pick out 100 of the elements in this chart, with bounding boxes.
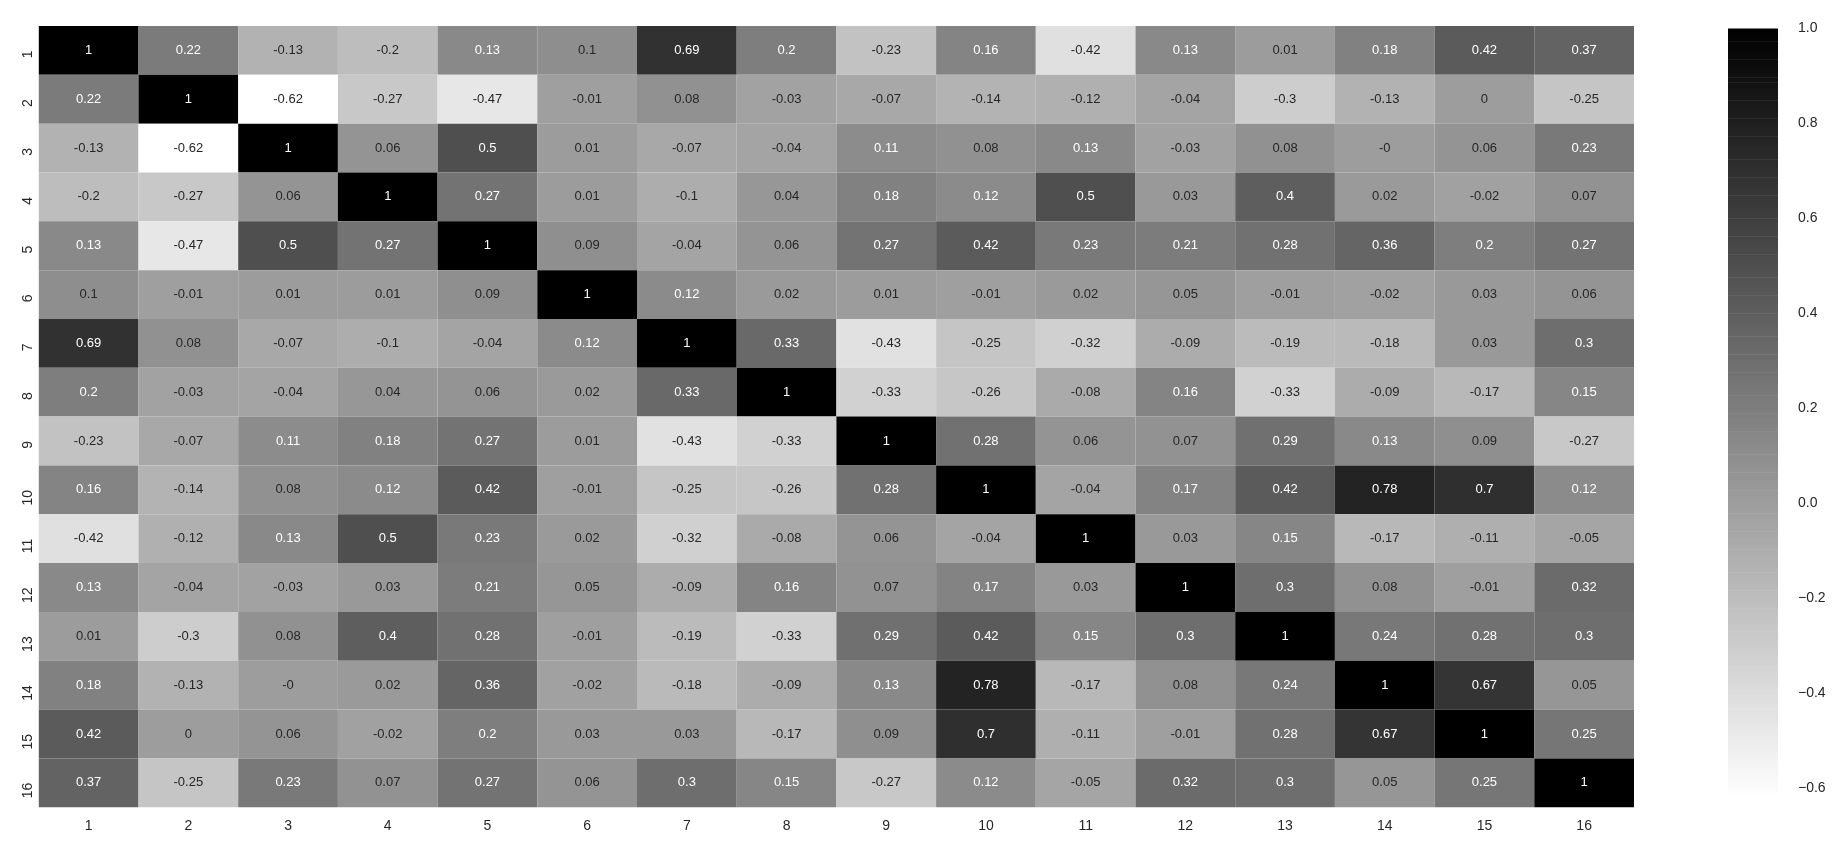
data-label: -0.07 <box>173 432 204 448</box>
data-label: 0.27 <box>1571 237 1597 253</box>
data-label: -0.08 <box>771 530 802 546</box>
data-label: 0.16 <box>75 481 102 497</box>
data-label: -0.33 <box>1270 383 1300 399</box>
data-label: -0.09 <box>771 676 802 692</box>
data-label: 1 <box>782 383 791 399</box>
data-label: -0.01 <box>572 627 602 643</box>
data-label: 0 <box>184 725 192 741</box>
data-label: 0.13 <box>75 579 102 595</box>
data-label: 0.07 <box>375 774 401 790</box>
data-label: 0.23 <box>275 774 301 790</box>
data-label: 0.07 <box>1571 188 1597 204</box>
data-label: 0.36 <box>1372 237 1398 253</box>
data-label: 0 <box>1480 90 1489 106</box>
color-bar-label: −0.6 <box>1798 779 1826 796</box>
data-label: 0.15 <box>773 774 800 790</box>
y-tick-label: 14 <box>18 684 35 701</box>
data-label: 0.28 <box>973 432 999 448</box>
data-label: -0.17 <box>1469 383 1500 399</box>
data-label: -0.13 <box>1369 90 1400 106</box>
data-label: 0.7 <box>976 725 995 741</box>
data-label: -0.02 <box>1469 188 1500 204</box>
data-label: -0.33 <box>771 627 802 643</box>
data-label: 0.36 <box>474 676 501 692</box>
data-label: 0.28 <box>1272 725 1298 741</box>
data-label: -0.17 <box>1369 530 1400 546</box>
data-label: -0.18 <box>672 676 702 692</box>
data-label: 0.3 <box>1276 579 1295 595</box>
data-label: -0.17 <box>771 725 802 741</box>
color-bar-label: −0.4 <box>1798 684 1826 701</box>
data-label: 0.06 <box>574 774 600 790</box>
data-label: -0.26 <box>771 481 802 497</box>
data-label: 0.5 <box>1076 188 1095 204</box>
data-label: -0.04 <box>173 579 204 595</box>
data-label: 0.06 <box>375 139 401 155</box>
data-label: 0.21 <box>1172 237 1199 253</box>
y-tick-label: 15 <box>18 733 35 750</box>
data-label: 0.3 <box>1575 627 1594 643</box>
data-label: 0.03 <box>1072 579 1099 595</box>
data-label: 0.02 <box>574 530 600 546</box>
data-label: 0.23 <box>1571 139 1597 155</box>
data-label: 0.13 <box>474 41 501 57</box>
data-label: 0.05 <box>1172 286 1199 302</box>
data-label: 0.37 <box>1571 41 1597 57</box>
data-label: 0.78 <box>1372 481 1398 497</box>
data-label: -0.42 <box>1070 41 1101 57</box>
data-label: -0.27 <box>1569 432 1599 448</box>
data-label: -0.05 <box>1569 530 1599 546</box>
data-label: 0.16 <box>1172 383 1199 399</box>
data-label: 0.06 <box>275 725 301 741</box>
data-label: 0.22 <box>75 90 102 106</box>
x-tick-label: 10 <box>978 817 994 834</box>
y-tick-label: 2 <box>18 99 35 108</box>
data-label: 0.27 <box>474 774 501 790</box>
data-label: 0.7 <box>1475 481 1494 497</box>
data-label: 0.21 <box>474 579 501 595</box>
data-label: 0.12 <box>375 481 401 497</box>
x-tick-label: 14 <box>1376 817 1393 834</box>
data-label: 0.01 <box>375 286 401 302</box>
y-tick-label: 11 <box>18 538 35 554</box>
y-tick-label: 3 <box>18 147 35 156</box>
color-bar-label: 0.8 <box>1798 114 1818 131</box>
data-label: 0.04 <box>375 383 401 399</box>
data-label: 0.2 <box>777 41 796 57</box>
data-label: 0.01 <box>574 139 600 155</box>
data-label: 0.1 <box>578 41 597 57</box>
data-label: 0.02 <box>1072 286 1099 302</box>
data-label: -0.32 <box>1070 334 1101 350</box>
data-label: -0.13 <box>173 676 204 692</box>
y-tick-label: 6 <box>18 294 35 303</box>
data-label: 0.01 <box>574 432 600 448</box>
data-label: 0.3 <box>677 774 696 790</box>
data-label: 0.2 <box>478 725 497 741</box>
y-tick-label: 9 <box>18 440 35 449</box>
data-label: -0.19 <box>672 627 702 643</box>
data-label: -0.25 <box>971 334 1001 350</box>
data-label: 0.01 <box>275 286 301 302</box>
data-label: 0.12 <box>674 286 700 302</box>
data-label: -0.62 <box>273 90 303 106</box>
data-label: 0.07 <box>873 579 899 595</box>
data-label: 0.37 <box>75 774 102 790</box>
data-label: -0.01 <box>1170 725 1201 741</box>
data-label: 0.02 <box>375 676 401 692</box>
data-label: 0.08 <box>973 139 999 155</box>
data-label: 0.13 <box>275 530 301 546</box>
data-label: -0.09 <box>1369 383 1400 399</box>
data-label: -0 <box>282 676 294 692</box>
data-label: 0.03 <box>1471 286 1498 302</box>
data-label: 0.06 <box>275 188 301 204</box>
y-tick-label: 5 <box>18 245 35 254</box>
data-label: 0.23 <box>1072 237 1099 253</box>
data-label: 0.24 <box>1272 676 1298 692</box>
data-label: 0.11 <box>874 139 899 155</box>
data-label: -0.07 <box>273 334 303 350</box>
data-label: -0.27 <box>871 774 902 790</box>
data-label: 1 <box>384 188 392 204</box>
data-label: 0.16 <box>773 579 800 595</box>
data-label: -0.02 <box>372 725 403 741</box>
x-tick-label: 8 <box>782 817 791 834</box>
